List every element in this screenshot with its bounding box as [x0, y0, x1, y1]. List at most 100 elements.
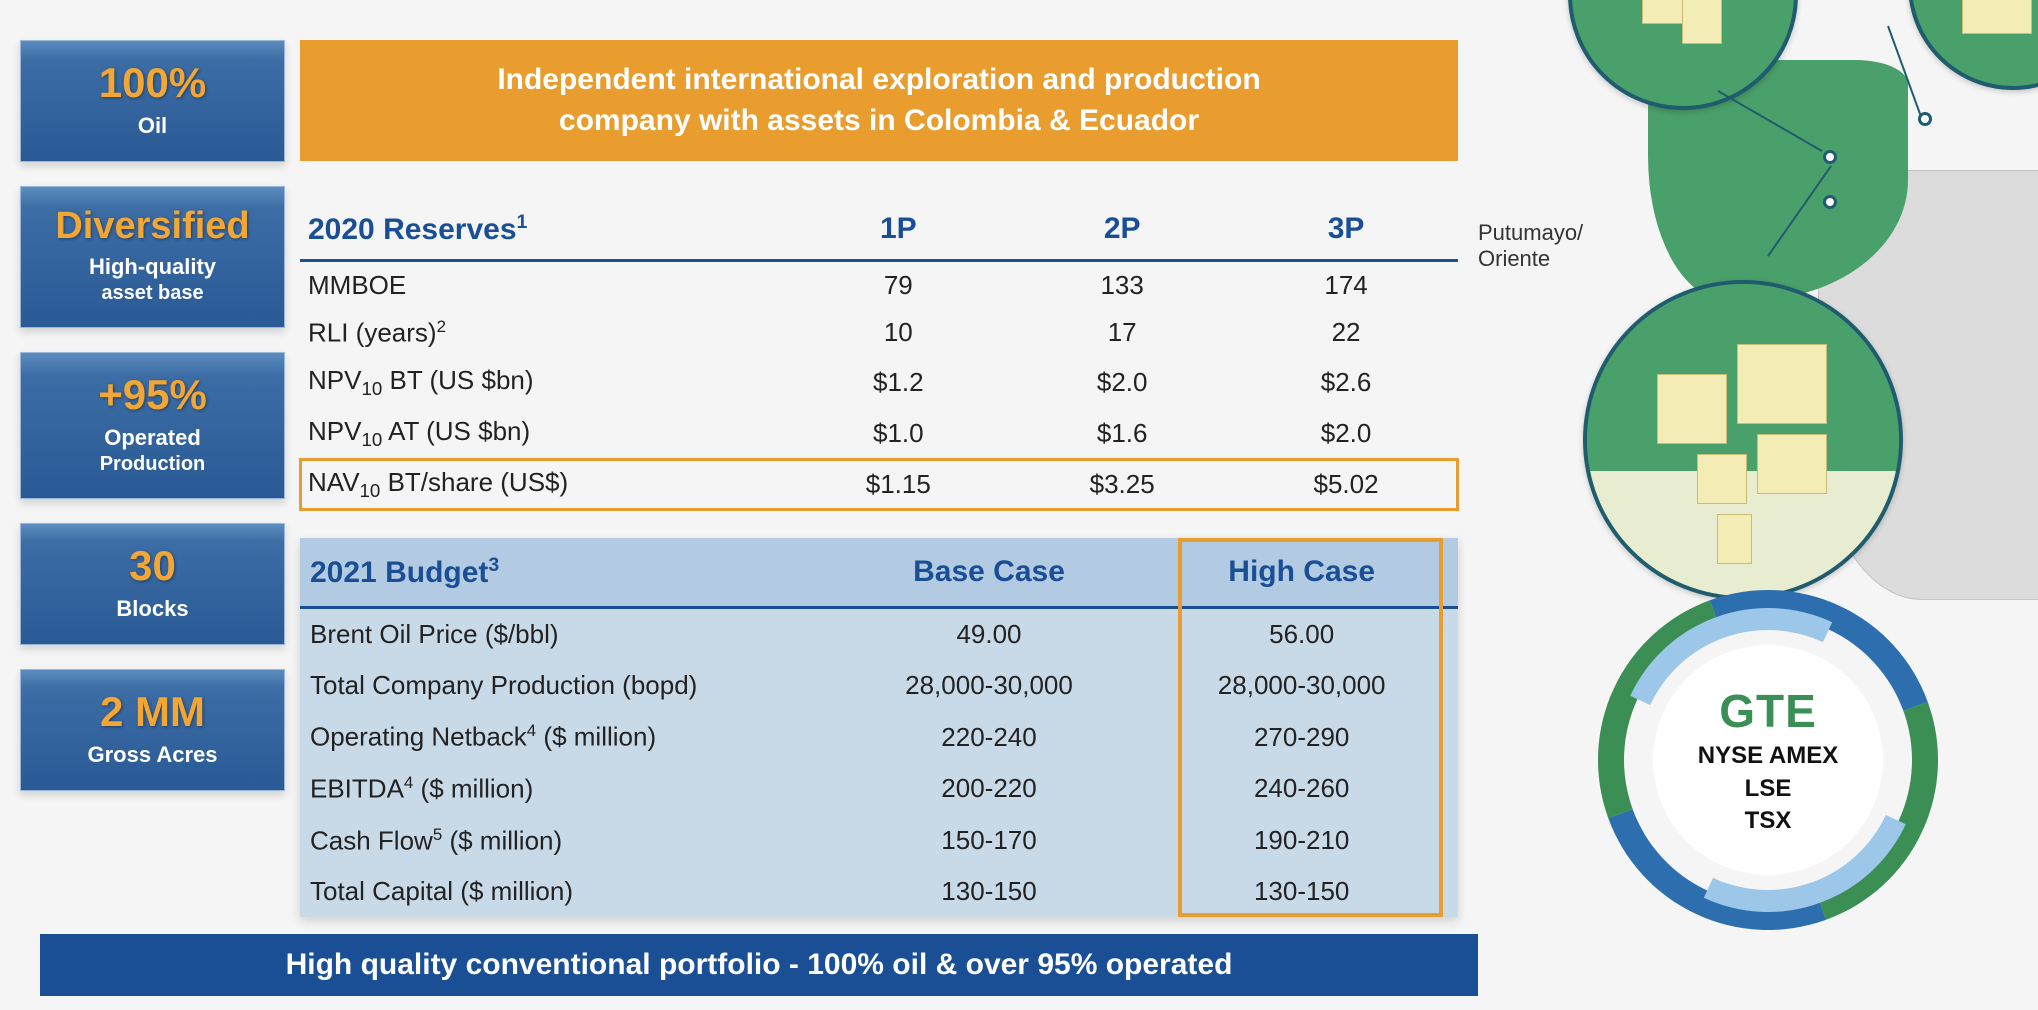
reserves-row: RLI (years)2101722: [300, 309, 1458, 357]
budget-cell: 220-240: [833, 711, 1146, 763]
badge-ticker: GTE: [1719, 684, 1817, 738]
reserves-row-label: NPV10 BT (US $bn): [300, 357, 786, 408]
zoom-circle-putumayo: [1583, 280, 1903, 600]
col-high: High Case: [1145, 538, 1458, 608]
reserves-cell: $1.6: [1010, 408, 1234, 459]
col-1p: 1P: [786, 201, 1010, 261]
map-block: [1657, 374, 1727, 444]
stat-sub: High-quality: [31, 254, 274, 280]
stat-box-diversified: Diversified High-quality asset base: [20, 186, 285, 328]
reserves-cell: 17: [1010, 309, 1234, 357]
reserves-cell: 133: [1010, 261, 1234, 310]
reserves-cell: $5.02: [1234, 459, 1458, 510]
badge-exchange: TSX: [1745, 807, 1792, 836]
right-graphic-column: Putumayo/ Oriente GTE NYSE AMEX LSE TSX: [1478, 0, 2038, 1010]
reserves-cell: $1.0: [786, 408, 1010, 459]
budget-cell: 28,000-30,000: [833, 660, 1146, 711]
budget-cell: 240-260: [1145, 763, 1458, 815]
stat-sub2: Production: [31, 453, 274, 476]
budget-row-label: Operating Netback4 ($ million): [300, 711, 833, 763]
map-block: [1737, 344, 1827, 424]
reserves-cell: $1.15: [786, 459, 1010, 510]
reserves-cell: $1.2: [786, 357, 1010, 408]
badge-exchange: NYSE AMEX: [1698, 742, 1838, 771]
budget-row-label: Cash Flow5 ($ million): [300, 815, 833, 867]
reserves-cell: $2.0: [1234, 408, 1458, 459]
budget-table-wrap: 2021 Budget3 Base Case High Case Brent O…: [300, 538, 1458, 917]
map-pin: [1823, 150, 1837, 164]
reserves-cell: $2.6: [1234, 357, 1458, 408]
headline-banner: Independent international exploration an…: [300, 40, 1458, 161]
reserves-cell: $3.25: [1010, 459, 1234, 510]
map-area: Putumayo/ Oriente: [1478, 0, 2038, 600]
reserves-row: NAV10 BT/share (US$)$1.15$3.25$5.02: [300, 459, 1458, 510]
stat-big: 100%: [31, 59, 274, 107]
map-block: [1682, 0, 1722, 44]
budget-cell: 28,000-30,000: [1145, 660, 1458, 711]
reserves-row: NPV10 BT (US $bn)$1.2$2.0$2.6: [300, 357, 1458, 408]
reserves-cell: 10: [786, 309, 1010, 357]
stat-sub2: asset base: [31, 282, 274, 305]
stat-sub: Blocks: [31, 596, 274, 622]
ticker-badge: GTE NYSE AMEX LSE TSX: [1598, 590, 1938, 930]
map-block: [1717, 514, 1752, 564]
budget-cell: 270-290: [1145, 711, 1458, 763]
stat-box-operated: +95% Operated Production: [20, 352, 285, 499]
banner-line2: company with assets in Colombia & Ecuado…: [559, 104, 1199, 137]
map-pin: [1823, 195, 1837, 209]
stat-box-acres: 2 MM Gross Acres: [20, 669, 285, 791]
stat-sub: Operated: [31, 425, 274, 451]
banner-line1: Independent international exploration an…: [497, 63, 1260, 96]
map-block: [1962, 0, 2032, 34]
map-block: [1697, 454, 1747, 504]
stat-sub: Gross Acres: [31, 742, 274, 768]
budget-row-label: Brent Oil Price ($/bbl): [300, 608, 833, 661]
bottom-banner: High quality conventional portfolio - 10…: [40, 934, 1478, 996]
badge-exchange: LSE: [1745, 775, 1792, 804]
stat-big: 30: [31, 542, 274, 590]
stat-big: Diversified: [31, 205, 274, 248]
badge-core: GTE NYSE AMEX LSE TSX: [1653, 645, 1883, 875]
budget-row: EBITDA4 ($ million)200-220240-260: [300, 763, 1458, 815]
budget-cell: 49.00: [833, 608, 1146, 661]
budget-row: Operating Netback4 ($ million)220-240270…: [300, 711, 1458, 763]
stat-big: +95%: [31, 371, 274, 419]
budget-cell: 130-150: [833, 866, 1146, 917]
map-block: [1757, 434, 1827, 494]
reserves-cell: 22: [1234, 309, 1458, 357]
reserves-row: NPV10 AT (US $bn)$1.0$1.6$2.0: [300, 408, 1458, 459]
reserves-row-label: MMBOE: [300, 261, 786, 310]
stat-sub: Oil: [31, 113, 274, 139]
budget-title: 2021 Budget3: [300, 538, 833, 608]
budget-cell: 150-170: [833, 815, 1146, 867]
reserves-row-label: NAV10 BT/share (US$): [300, 459, 786, 510]
stat-box-blocks: 30 Blocks: [20, 523, 285, 645]
budget-row: Total Capital ($ million)130-150130-150: [300, 866, 1458, 917]
budget-row: Total Company Production (bopd)28,000-30…: [300, 660, 1458, 711]
col-3p: 3P: [1234, 201, 1458, 261]
reserves-cell: $2.0: [1010, 357, 1234, 408]
budget-cell: 200-220: [833, 763, 1146, 815]
map-label-putumayo: Putumayo/ Oriente: [1478, 220, 1583, 272]
reserves-table: 2020 Reserves1 1P 2P 3P MMBOE79133174RLI…: [300, 201, 1458, 510]
reserves-title: 2020 Reserves1: [300, 201, 786, 261]
budget-row-label: Total Capital ($ million): [300, 866, 833, 917]
col-2p: 2P: [1010, 201, 1234, 261]
reserves-cell: 174: [1234, 261, 1458, 310]
zoom-circle-top-right: [1908, 0, 2038, 90]
stat-big: 2 MM: [31, 688, 274, 736]
reserves-row: MMBOE79133174: [300, 261, 1458, 310]
slide-root: 100% Oil Diversified High-quality asset …: [0, 0, 2038, 1010]
budget-table: 2021 Budget3 Base Case High Case Brent O…: [300, 538, 1458, 917]
left-stat-column: 100% Oil Diversified High-quality asset …: [0, 0, 300, 1010]
budget-cell: 56.00: [1145, 608, 1458, 661]
budget-row: Cash Flow5 ($ million)150-170190-210: [300, 815, 1458, 867]
col-base: Base Case: [833, 538, 1146, 608]
reserves-cell: 79: [786, 261, 1010, 310]
reserves-row-label: RLI (years)2: [300, 309, 786, 357]
stat-box-oil: 100% Oil: [20, 40, 285, 162]
budget-cell: 130-150: [1145, 866, 1458, 917]
budget-row-label: Total Company Production (bopd): [300, 660, 833, 711]
reserves-row-label: NPV10 AT (US $bn): [300, 408, 786, 459]
budget-cell: 190-210: [1145, 815, 1458, 867]
